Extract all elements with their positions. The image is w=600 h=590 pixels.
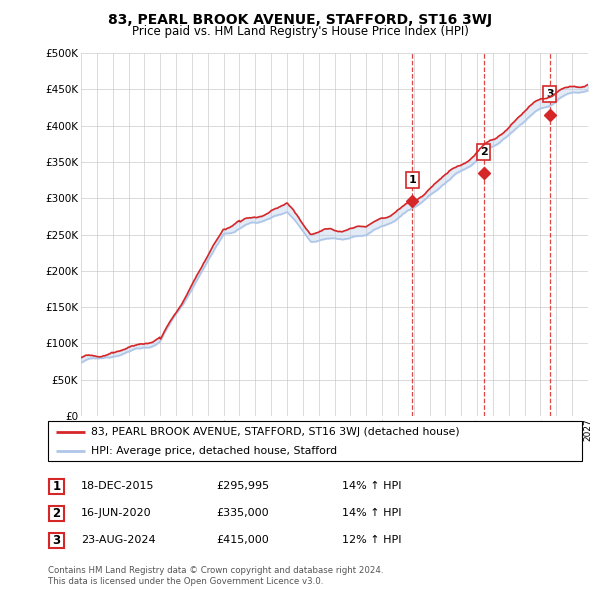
Text: 12% ↑ HPI: 12% ↑ HPI [342, 536, 401, 545]
Text: 2: 2 [480, 147, 488, 157]
Text: 23-AUG-2024: 23-AUG-2024 [81, 536, 155, 545]
Text: 16-JUN-2020: 16-JUN-2020 [81, 509, 152, 518]
Text: Price paid vs. HM Land Registry's House Price Index (HPI): Price paid vs. HM Land Registry's House … [131, 25, 469, 38]
Text: 2: 2 [52, 507, 61, 520]
Text: 83, PEARL BROOK AVENUE, STAFFORD, ST16 3WJ: 83, PEARL BROOK AVENUE, STAFFORD, ST16 3… [108, 13, 492, 27]
Text: 3: 3 [52, 534, 61, 547]
Text: 18-DEC-2015: 18-DEC-2015 [81, 481, 155, 491]
Text: 3: 3 [546, 89, 553, 99]
Text: HPI: Average price, detached house, Stafford: HPI: Average price, detached house, Staf… [91, 447, 337, 456]
Text: 83, PEARL BROOK AVENUE, STAFFORD, ST16 3WJ (detached house): 83, PEARL BROOK AVENUE, STAFFORD, ST16 3… [91, 428, 460, 438]
Text: 14% ↑ HPI: 14% ↑ HPI [342, 481, 401, 491]
Text: £335,000: £335,000 [216, 509, 269, 518]
Text: Contains HM Land Registry data © Crown copyright and database right 2024.
This d: Contains HM Land Registry data © Crown c… [48, 566, 383, 586]
Text: £295,995: £295,995 [216, 481, 269, 491]
Text: 14% ↑ HPI: 14% ↑ HPI [342, 509, 401, 518]
Text: £415,000: £415,000 [216, 536, 269, 545]
Text: 1: 1 [409, 175, 416, 185]
Text: 1: 1 [52, 480, 61, 493]
